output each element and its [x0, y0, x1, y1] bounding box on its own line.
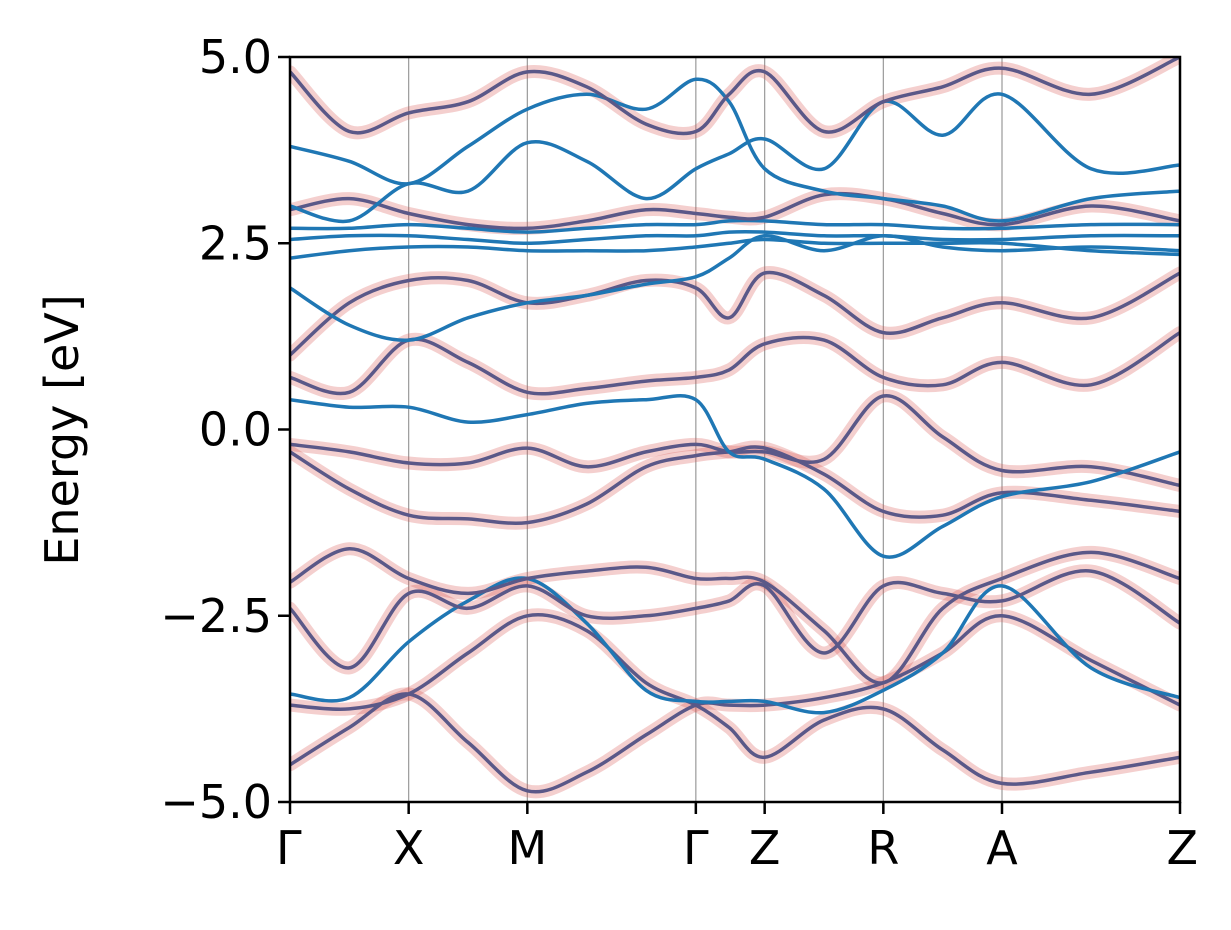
band-12: [290, 229, 1180, 246]
y-axis-label: Energy [eV]: [35, 294, 89, 565]
band-11: [290, 237, 1180, 260]
band-17: [290, 57, 1180, 136]
projection-weight-3: [290, 542, 1180, 690]
band-2: [290, 576, 1180, 715]
projection-weights: [290, 57, 1180, 799]
y-tick-label-4: 5.0: [199, 30, 272, 84]
band-3: [290, 546, 1180, 685]
high-symmetry-lines: [408, 57, 1003, 802]
x-tick-label-4: Z: [749, 821, 781, 875]
x-tick-label-7: Z: [1166, 821, 1198, 875]
y-tick-label-1: −2.5: [160, 589, 272, 643]
band-14: [290, 191, 1180, 231]
projection-weight-17: [290, 57, 1180, 140]
x-tick-label-1: X: [393, 821, 425, 875]
band-15: [290, 92, 1180, 224]
y-axis-ticks: −5.0 −2.5 0.0 2.5 5.0: [160, 30, 290, 829]
band-lines: [290, 57, 1180, 794]
x-tick-label-2: M: [507, 821, 547, 875]
band-4: [290, 569, 1180, 670]
band-1: [290, 613, 1180, 786]
band-9: [290, 270, 1180, 357]
y-tick-label-0: −5.0: [160, 775, 272, 829]
x-tick-label-0: Γ: [276, 821, 302, 875]
band-7: [290, 393, 1180, 559]
band-10: [290, 234, 1180, 342]
band-16: [290, 77, 1180, 223]
x-tick-label-6: A: [986, 821, 1018, 875]
x-tick-label-5: R: [867, 821, 899, 875]
band-8: [290, 331, 1180, 396]
y-tick-label-2: 0.0: [199, 403, 272, 457]
y-tick-label-3: 2.5: [199, 216, 272, 270]
x-tick-label-3: Γ: [683, 821, 709, 875]
band-13: [290, 218, 1180, 234]
band-5: [290, 445, 1180, 525]
